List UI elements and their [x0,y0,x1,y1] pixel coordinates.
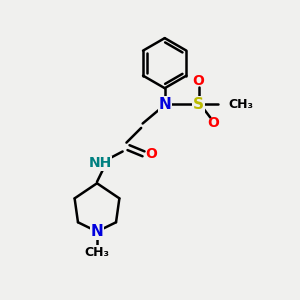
Text: N: N [91,224,103,239]
Text: S: S [193,97,204,112]
Text: O: O [145,147,157,161]
Text: CH₃: CH₃ [85,246,110,259]
Text: O: O [207,116,219,130]
Text: O: O [193,74,205,88]
Text: NH: NH [88,156,112,170]
Text: N: N [158,97,171,112]
Text: CH₃: CH₃ [228,98,253,111]
